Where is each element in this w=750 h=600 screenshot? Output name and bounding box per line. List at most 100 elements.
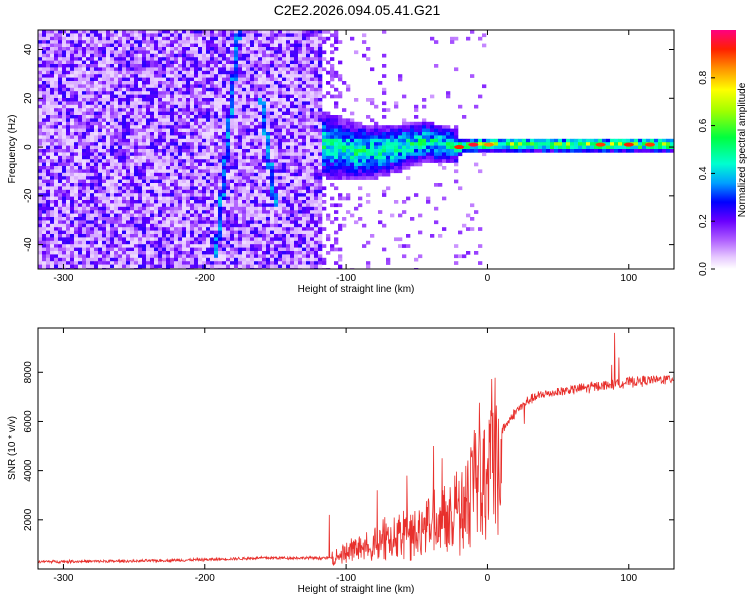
spectrogram-cell	[266, 159, 271, 163]
spectrogram-cell	[126, 149, 131, 153]
spectrogram-cell	[134, 220, 139, 225]
spectrogram-cell	[102, 60, 107, 65]
spectrogram-cell	[218, 193, 223, 197]
spectrogram-cell	[298, 166, 303, 170]
spectrogram-cell	[194, 206, 199, 211]
spectrogram-cell	[118, 247, 123, 252]
spectrogram-cell	[158, 70, 163, 75]
spectrogram-cell	[282, 189, 287, 194]
spectrogram-cell	[58, 108, 63, 112]
spectrogram-cell	[150, 230, 155, 235]
spectrogram-cell	[170, 111, 175, 116]
spectrogram-cell	[134, 213, 139, 218]
spectrogram-cell	[158, 179, 163, 184]
spectrogram-cell	[298, 264, 303, 269]
spectrogram-cell	[166, 128, 171, 133]
spectrogram-cell	[178, 135, 183, 140]
spectrogram-cell	[86, 64, 91, 68]
spectrogram-cell	[166, 145, 171, 150]
spectrogram-cell	[310, 87, 315, 92]
spectrogram-cell	[198, 166, 203, 170]
spectrogram-cell	[150, 104, 155, 109]
spectrogram-cell	[262, 196, 267, 201]
spectrogram-cell	[106, 43, 111, 48]
spectrogram-cell	[110, 121, 115, 126]
spectrogram-cell	[114, 213, 119, 218]
spectrogram-cell	[54, 57, 59, 61]
spectrogram-cell	[54, 179, 59, 184]
spectrogram-cell	[294, 77, 299, 82]
spectrogram-cell	[58, 77, 63, 82]
spectrogram-cell	[138, 50, 143, 55]
spectrogram-cell	[262, 261, 267, 265]
spectrogram-cell	[274, 36, 279, 41]
spectrogram-cell	[38, 40, 43, 44]
spectrogram-cell	[154, 104, 159, 109]
spectrogram-cell	[62, 67, 67, 72]
spectrogram-cell	[118, 217, 123, 221]
spectrogram-cell	[98, 186, 103, 191]
spectrogram-cell	[126, 50, 131, 55]
spectrogram-cell	[186, 155, 191, 160]
spectrogram-cell	[146, 172, 151, 177]
spectrogram-cell	[282, 172, 287, 177]
spectrogram-cell	[178, 203, 183, 208]
spectrogram-cell	[150, 247, 155, 252]
spectrogram-cell	[118, 155, 123, 160]
spectrogram-cell	[94, 247, 99, 252]
spectrogram-cell	[266, 84, 271, 89]
spectrogram-cell	[258, 115, 263, 119]
spectrogram-cell	[42, 145, 47, 150]
spectrogram-cell	[194, 64, 199, 68]
spectrogram-cell	[230, 84, 235, 89]
spectrogram-cell	[62, 200, 67, 204]
spectrogram-cell	[98, 87, 103, 92]
spectrogram-cell	[270, 108, 275, 112]
spectrogram-cell	[102, 98, 107, 102]
spectrogram-cell	[218, 43, 223, 48]
spectrogram-cell	[158, 203, 163, 208]
spectrogram-cell	[238, 94, 243, 99]
spectrogram-cell	[78, 213, 83, 218]
spectrogram-cell	[166, 264, 171, 269]
spectrogram-cell	[162, 57, 167, 61]
spectrogram-cell	[126, 81, 131, 85]
spectrogram-cell	[106, 64, 111, 68]
spectrogram-cell	[226, 142, 231, 146]
spectrogram-cell	[206, 67, 211, 72]
spectrogram-cell	[206, 210, 211, 214]
spectrogram-cell	[70, 240, 75, 245]
spectrogram-cell	[302, 172, 307, 177]
spectrogram-cell	[210, 240, 215, 245]
spectrogram-cell	[114, 43, 119, 48]
spectrogram-cell	[238, 176, 243, 180]
spectrogram-cell	[198, 217, 203, 221]
spectrogram-cell	[314, 210, 319, 214]
spectrogram-cell	[142, 121, 147, 126]
spectrogram-cell	[114, 57, 119, 61]
spectrogram-cell	[222, 128, 227, 133]
spectrogram-cell	[102, 132, 107, 136]
spectrogram-cell	[274, 200, 279, 204]
spectrogram-cell	[42, 132, 47, 136]
spectrogram-cell	[270, 227, 275, 231]
spectrogram-cell	[258, 203, 263, 208]
spectrogram-cell	[74, 183, 79, 187]
spectrogram-cell	[238, 213, 243, 218]
spectrogram-cell	[294, 152, 299, 157]
spectrogram-cell	[150, 176, 155, 180]
spectrogram-cell	[302, 30, 307, 34]
spectrogram-cell	[166, 77, 171, 82]
spectrogram-cell	[206, 237, 211, 242]
spectrogram-cell	[82, 213, 87, 218]
spectrogram-cell	[198, 67, 203, 72]
spectrogram-cell	[310, 166, 315, 170]
spectrogram-cell	[186, 115, 191, 119]
spectrogram-cell	[254, 230, 259, 235]
spectrogram-cell	[186, 162, 191, 167]
spectrogram-cell	[202, 64, 207, 68]
spectrogram-cell	[214, 128, 219, 133]
spectrogram-cell	[38, 152, 43, 157]
spectrogram-cell	[294, 74, 299, 78]
spectrogram-cell	[114, 251, 119, 255]
